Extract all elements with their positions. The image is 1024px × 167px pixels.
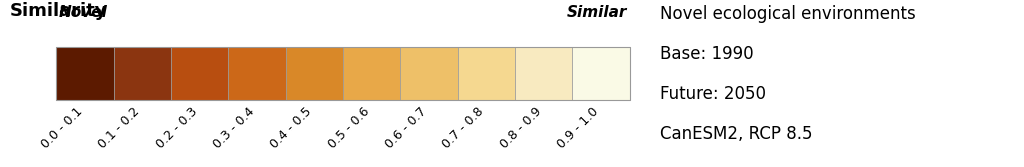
Text: Future: 2050: Future: 2050: [660, 85, 767, 103]
Text: 0.8 - 0.9: 0.8 - 0.9: [498, 105, 544, 151]
Text: Novel ecological environments: Novel ecological environments: [660, 5, 916, 23]
Bar: [343, 47, 400, 100]
Text: 0.4 - 0.5: 0.4 - 0.5: [268, 105, 314, 151]
Text: 0.1 - 0.2: 0.1 - 0.2: [96, 105, 142, 151]
Text: CanESM2, RCP 8.5: CanESM2, RCP 8.5: [660, 125, 813, 143]
Text: 0.2 - 0.3: 0.2 - 0.3: [154, 105, 200, 151]
Bar: [56, 47, 630, 100]
Text: 0.0 - 0.1: 0.0 - 0.1: [39, 105, 85, 151]
Text: Similarity: Similarity: [10, 2, 108, 20]
Text: 0.7 - 0.8: 0.7 - 0.8: [440, 105, 486, 151]
Text: Novel: Novel: [58, 5, 108, 20]
Bar: [572, 47, 630, 100]
Text: 0.5 - 0.6: 0.5 - 0.6: [326, 105, 372, 151]
Bar: [515, 47, 572, 100]
Text: 0.9 - 1.0: 0.9 - 1.0: [555, 105, 601, 151]
Bar: [114, 47, 171, 100]
Text: 0.6 - 0.7: 0.6 - 0.7: [383, 105, 429, 151]
Text: Similar: Similar: [566, 5, 627, 20]
Bar: [400, 47, 458, 100]
Text: 0.3 - 0.4: 0.3 - 0.4: [211, 105, 257, 151]
Bar: [286, 47, 343, 100]
Bar: [228, 47, 286, 100]
Bar: [56, 47, 114, 100]
Bar: [171, 47, 228, 100]
Text: Base: 1990: Base: 1990: [660, 45, 754, 63]
Bar: [458, 47, 515, 100]
